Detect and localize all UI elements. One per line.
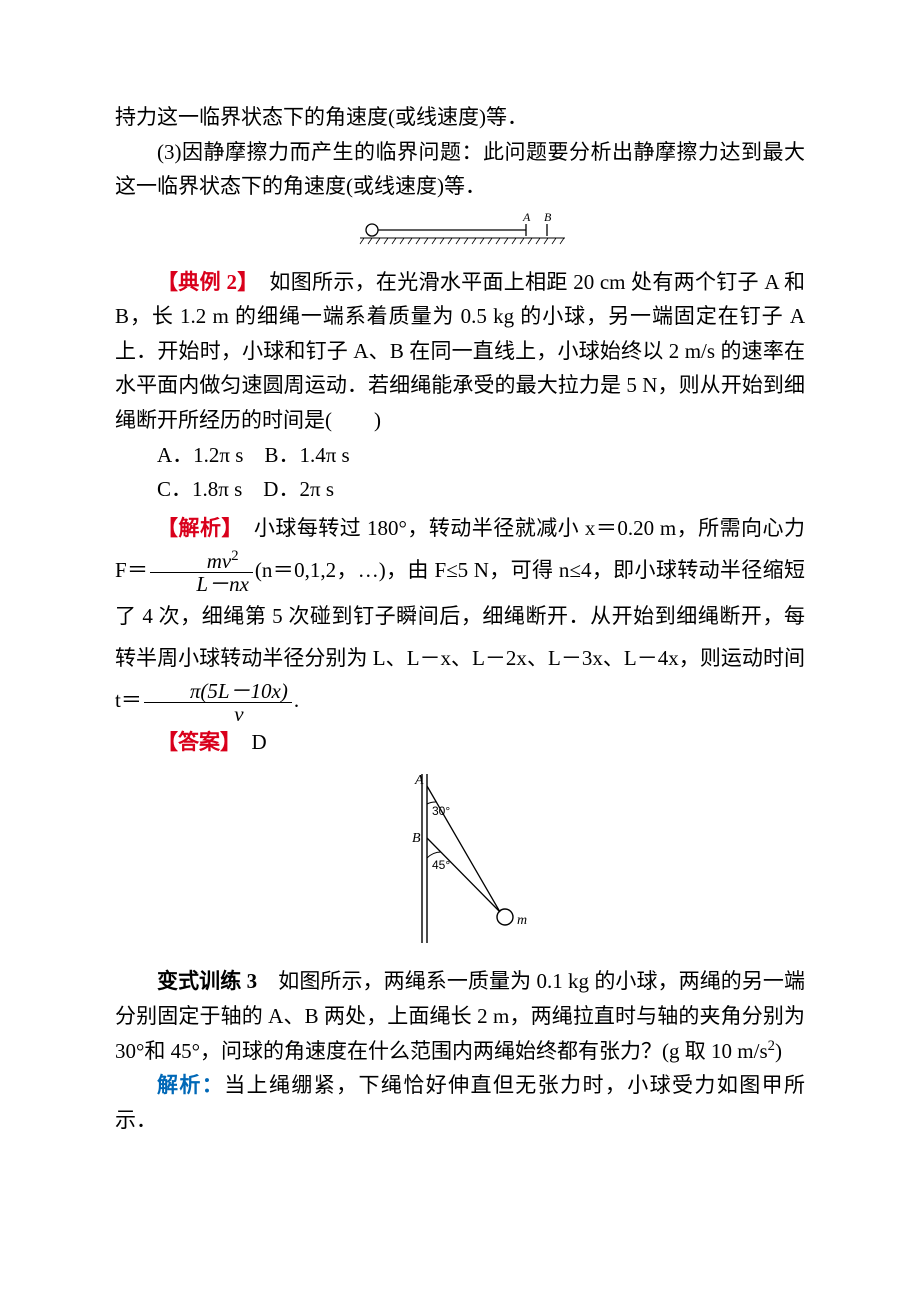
fig1-label-a: A [522, 212, 531, 224]
option-b: B．1.4π s [264, 443, 349, 467]
analysis-tag: 【解析】 [157, 516, 232, 540]
frac1-num-sup: 2 [231, 548, 238, 564]
variant-3-body-b: ) [775, 1039, 782, 1063]
solution-2-tag: 解析： [157, 1073, 224, 1097]
option-c: C．1.8π s [157, 477, 242, 501]
options-row-2: C．1.8π s D．2π s [115, 472, 805, 507]
paragraph-3: (3)因静摩擦力而产生的临界问题：此问题要分析出静摩擦力达到最大这一临界状态下的… [115, 135, 805, 204]
option-d: D．2π s [263, 477, 334, 501]
paragraph-cont: 持力这一临界状态下的角速度(或线速度)等． [115, 100, 805, 135]
fig1-label-b: B [544, 212, 552, 224]
analysis: 【解析】 小球每转过 180°，转动半径就减小 x＝0.20 m，所需向心力 F… [115, 507, 805, 725]
nail-diagram: A B [350, 212, 570, 248]
fraction-1: mv2 L－nx [150, 549, 253, 595]
variant-3-tag: 变式训练 3 [157, 969, 257, 993]
example-2-tag: 【典例 2】 [157, 270, 248, 294]
frac2-num: π(5L－10x) [190, 679, 288, 703]
figure-1: A B [115, 212, 805, 259]
analysis-part3: . [294, 688, 299, 712]
figure-2: A B 30° 45° m [115, 768, 805, 959]
solution-2: 解析：当上绳绷紧，下绳恰好伸直但无张力时，小球受力如图甲所示． [115, 1068, 805, 1137]
fig2-angle-30: 30° [432, 804, 450, 818]
pendulum-diagram: A B 30° 45° m [370, 768, 550, 948]
options-row-1: A．1.2π s B．1.4π s [115, 438, 805, 473]
answer-val: D [231, 730, 267, 754]
frac2-den: v [144, 703, 292, 725]
answer: 【答案】 D [115, 725, 805, 760]
fig2-label-b: B [412, 831, 421, 846]
frac1-den: L－nx [150, 573, 253, 595]
variant-3-sup: 2 [768, 1038, 775, 1054]
fig2-label-a: A [414, 773, 424, 788]
answer-tag: 【答案】 [157, 730, 231, 754]
frac1-num: mv [207, 549, 232, 573]
fig2-label-m: m [517, 913, 527, 928]
fig2-angle-45: 45° [432, 858, 450, 872]
document-page: 持力这一临界状态下的角速度(或线速度)等． (3)因静摩擦力而产生的临界问题：此… [0, 0, 920, 1198]
variant-3: 变式训练 3 如图所示，两绳系一质量为 0.1 kg 的小球，两绳的另一端分别固… [115, 964, 805, 1068]
option-a: A．1.2π s [157, 443, 243, 467]
example-2: 【典例 2】 如图所示，在光滑水平面上相距 20 cm 处有两个钉子 A 和 B… [115, 265, 805, 438]
fraction-2: π(5L－10x)v [144, 680, 292, 725]
